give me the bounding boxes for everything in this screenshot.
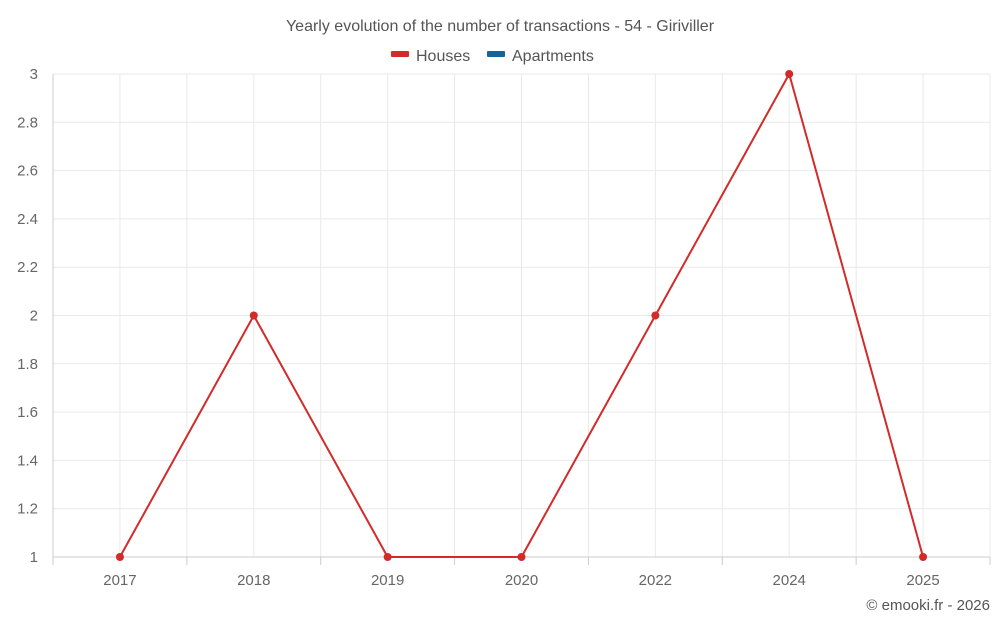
y-tick-label: 2.8 — [17, 114, 38, 131]
x-tick-label: 2022 — [639, 572, 672, 589]
grid — [52, 73, 991, 557]
legend-item-houses[interactable]: Houses — [391, 48, 470, 65]
y-tick-label: 1.8 — [17, 356, 38, 373]
y-tick-label: 3 — [30, 66, 38, 83]
x-tick-label: 2017 — [103, 572, 136, 589]
legend-label-houses: Houses — [416, 48, 470, 65]
data-point-houses[interactable] — [249, 311, 258, 320]
credit-text: © emooki.fr - 2026 — [866, 597, 990, 614]
data-point-houses[interactable] — [651, 311, 660, 320]
chart-title: Yearly evolution of the number of transa… — [286, 18, 715, 35]
y-tick-label: 1.4 — [17, 452, 38, 469]
y-tick-label: 1.6 — [17, 404, 38, 421]
legend-swatch-houses — [391, 51, 409, 57]
legend: Houses Apartments — [391, 48, 594, 65]
x-tick-label: 2025 — [906, 572, 939, 589]
y-tick-label: 2.2 — [17, 259, 38, 276]
x-axis: 2017 2018 2019 2020 2022 2024 2025 — [52, 556, 991, 589]
y-tick-label: 1.2 — [17, 501, 38, 518]
x-tick-label: 2020 — [505, 572, 538, 589]
data-point-houses[interactable] — [785, 70, 794, 78]
x-tick-label: 2024 — [773, 572, 806, 589]
y-tick-label: 2.4 — [17, 211, 38, 228]
data-point-houses[interactable] — [517, 553, 526, 561]
y-tick-label: 2 — [30, 308, 38, 325]
y-tick-label: 1 — [30, 549, 38, 566]
data-point-houses[interactable] — [383, 553, 392, 561]
x-tick-label: 2019 — [371, 572, 404, 589]
y-axis: 1 1.2 1.4 1.6 1.8 2 2.2 2.4 2.6 2.8 3 — [17, 66, 54, 566]
data-point-houses[interactable] — [115, 553, 124, 561]
legend-label-apartments: Apartments — [512, 48, 594, 65]
x-tick-label: 2018 — [237, 572, 270, 589]
data-point-houses[interactable] — [919, 553, 928, 561]
legend-item-apartments[interactable]: Apartments — [487, 48, 594, 65]
legend-swatch-apartments — [487, 51, 505, 57]
y-tick-label: 2.6 — [17, 163, 38, 180]
series-layer — [115, 70, 928, 561]
